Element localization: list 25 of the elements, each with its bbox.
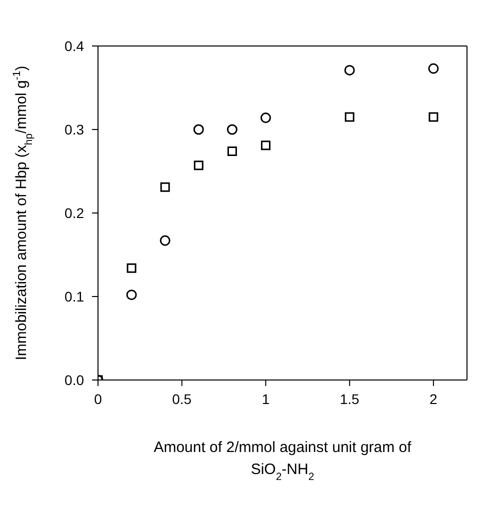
point <box>126 263 136 273</box>
point <box>193 124 204 135</box>
point <box>344 112 354 122</box>
point <box>428 112 438 122</box>
x-tick-label: 1 <box>262 390 270 407</box>
point <box>126 290 137 300</box>
point <box>160 182 170 192</box>
point <box>226 124 238 135</box>
point <box>344 64 355 76</box>
x-tick-label: 0.5 <box>172 390 192 407</box>
point <box>260 112 271 124</box>
point <box>428 63 439 74</box>
point <box>227 146 237 156</box>
y-tick-label: 0.2 <box>64 204 84 221</box>
x-axis-title: Amount of 2/mmol against unit gram of SiO$_{2}$-NH$_{2}$ <box>154 439 412 483</box>
y-tick-label: 0.4 <box>64 38 84 54</box>
x-tick-label: 2 <box>430 390 438 407</box>
y-tick-label: 0.3 <box>64 121 84 138</box>
point <box>260 140 270 150</box>
x-tick-label: 0 <box>94 390 102 407</box>
y-tick-label: 0.0 <box>64 372 84 388</box>
point <box>194 160 204 170</box>
point <box>160 235 170 246</box>
x-tick-label: 1.5 <box>340 390 360 407</box>
y-tick-label: 0.1 <box>64 288 84 304</box>
